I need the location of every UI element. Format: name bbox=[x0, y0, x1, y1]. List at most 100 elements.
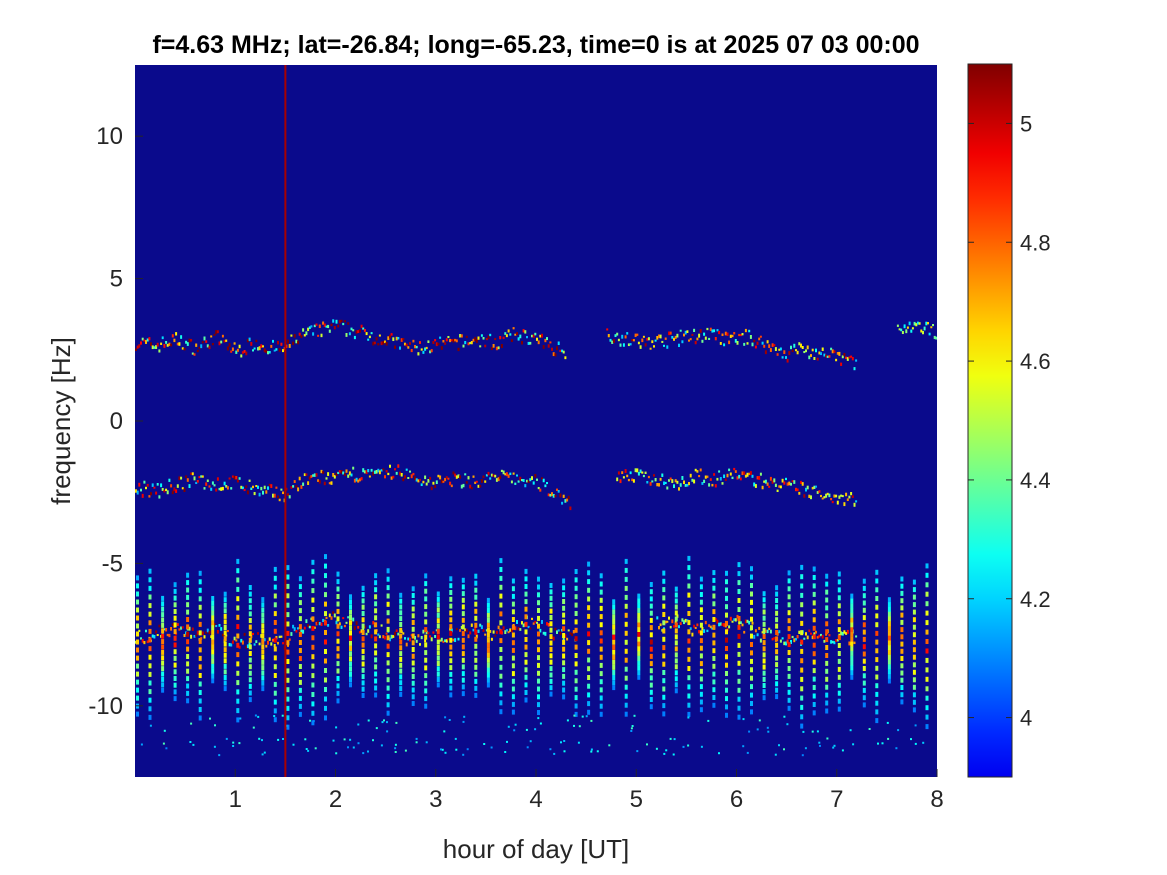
heatmap-cell bbox=[800, 564, 804, 570]
heatmap-cell bbox=[435, 342, 438, 347]
heatmap-cell bbox=[787, 689, 791, 695]
heatmap-cell bbox=[415, 478, 418, 482]
heatmap-cell bbox=[825, 354, 828, 358]
heatmap-cell bbox=[606, 328, 609, 331]
heatmap-cell bbox=[818, 490, 821, 493]
heatmap-cell bbox=[248, 618, 252, 623]
heatmap-cell bbox=[312, 332, 315, 336]
heatmap-cell bbox=[653, 474, 655, 477]
heatmap-cell bbox=[855, 500, 858, 503]
heatmap-cell bbox=[311, 607, 315, 612]
heatmap-cell bbox=[411, 599, 415, 605]
heatmap-cell bbox=[312, 720, 315, 723]
heatmap-cell bbox=[687, 744, 690, 747]
heatmap-cell bbox=[673, 484, 675, 489]
heatmap-cell bbox=[161, 660, 165, 666]
heatmap-cell bbox=[200, 637, 203, 640]
heatmap-cell bbox=[336, 579, 340, 585]
heatmap-cell bbox=[906, 326, 909, 329]
heatmap-cell bbox=[436, 612, 440, 618]
heatmap-cell bbox=[445, 338, 448, 342]
heatmap-cell bbox=[342, 617, 345, 620]
heatmap-cell bbox=[599, 695, 603, 701]
heatmap-cell bbox=[173, 602, 177, 608]
heatmap-cell bbox=[198, 621, 202, 627]
heatmap-cell bbox=[374, 622, 378, 628]
heatmap-cell bbox=[549, 634, 553, 640]
heatmap-cell bbox=[590, 750, 593, 753]
heatmap-cell bbox=[148, 689, 152, 695]
heatmap-cell bbox=[564, 499, 567, 503]
heatmap-cell bbox=[537, 686, 540, 692]
heatmap-cell bbox=[449, 637, 453, 643]
heatmap-cell bbox=[361, 636, 365, 642]
heatmap-cell bbox=[474, 622, 478, 628]
heatmap-cell bbox=[158, 495, 161, 499]
heatmap-cell bbox=[205, 340, 208, 343]
heatmap-cell bbox=[465, 481, 468, 484]
heatmap-cell bbox=[522, 479, 525, 482]
heatmap-cell bbox=[248, 657, 252, 663]
heatmap-cell bbox=[188, 484, 191, 489]
heatmap-cell bbox=[825, 668, 829, 674]
heatmap-cell bbox=[537, 615, 540, 621]
heatmap-cell bbox=[612, 634, 616, 640]
heatmap-cell bbox=[812, 659, 816, 665]
heatmap-cell bbox=[512, 472, 515, 475]
heatmap-cell bbox=[394, 747, 397, 750]
heatmap-cell bbox=[499, 584, 503, 590]
heatmap-cell bbox=[278, 498, 281, 502]
heatmap-cell bbox=[424, 696, 428, 702]
colorbar-ticks: 54.84.64.44.24 bbox=[968, 111, 1051, 731]
heatmap-cell bbox=[808, 629, 811, 633]
heatmap-cell bbox=[211, 673, 215, 679]
heatmap-cell bbox=[687, 629, 691, 635]
heatmap-cell bbox=[286, 668, 290, 674]
heatmap-cell bbox=[273, 717, 277, 723]
heatmap-cell bbox=[925, 695, 929, 701]
heatmap-cell bbox=[764, 350, 767, 355]
heatmap-cell bbox=[395, 336, 398, 341]
heatmap-cell bbox=[454, 473, 457, 477]
heatmap-cell bbox=[775, 630, 779, 635]
heatmap-cell bbox=[474, 336, 477, 341]
heatmap-cell bbox=[887, 602, 891, 607]
heatmap-cell bbox=[687, 583, 691, 589]
heatmap-cell bbox=[663, 752, 666, 755]
heatmap-cell bbox=[236, 642, 240, 648]
heatmap-cell bbox=[449, 583, 453, 589]
heatmap-cell bbox=[449, 630, 453, 636]
heatmap-cell bbox=[198, 613, 202, 619]
heatmap-cell bbox=[687, 620, 691, 626]
heatmap-cell bbox=[775, 636, 779, 642]
heatmap-cell bbox=[887, 616, 891, 622]
heatmap-cell bbox=[769, 629, 772, 634]
heatmap-cell bbox=[236, 614, 240, 620]
heatmap-cell bbox=[457, 347, 460, 352]
heatmap-cell bbox=[681, 618, 684, 622]
heatmap-cell bbox=[537, 487, 540, 490]
heatmap-cell bbox=[835, 639, 838, 642]
heatmap-cell bbox=[380, 469, 383, 472]
heatmap-cell bbox=[307, 481, 310, 485]
heatmap-cell bbox=[374, 678, 378, 684]
heatmap-cell bbox=[815, 630, 817, 634]
heatmap-cell bbox=[449, 603, 453, 609]
heatmap-cell bbox=[742, 745, 745, 748]
heatmap-cell bbox=[221, 486, 224, 491]
heatmap-cell bbox=[409, 637, 411, 642]
heatmap-cell bbox=[461, 651, 465, 657]
heatmap-cell bbox=[449, 617, 453, 623]
heatmap-cell bbox=[303, 626, 306, 630]
heatmap-cell bbox=[630, 727, 633, 730]
heatmap-cell bbox=[783, 481, 786, 485]
heatmap-cell bbox=[214, 724, 216, 727]
heatmap-cell bbox=[370, 332, 373, 335]
heatmap-cell bbox=[656, 483, 659, 487]
heatmap-cell bbox=[841, 632, 844, 636]
heatmap-cell bbox=[399, 668, 403, 674]
heatmap-cell bbox=[621, 334, 624, 339]
heatmap-cell bbox=[696, 337, 699, 341]
heatmap-cell bbox=[475, 338, 478, 343]
heatmap-cell bbox=[415, 639, 418, 643]
